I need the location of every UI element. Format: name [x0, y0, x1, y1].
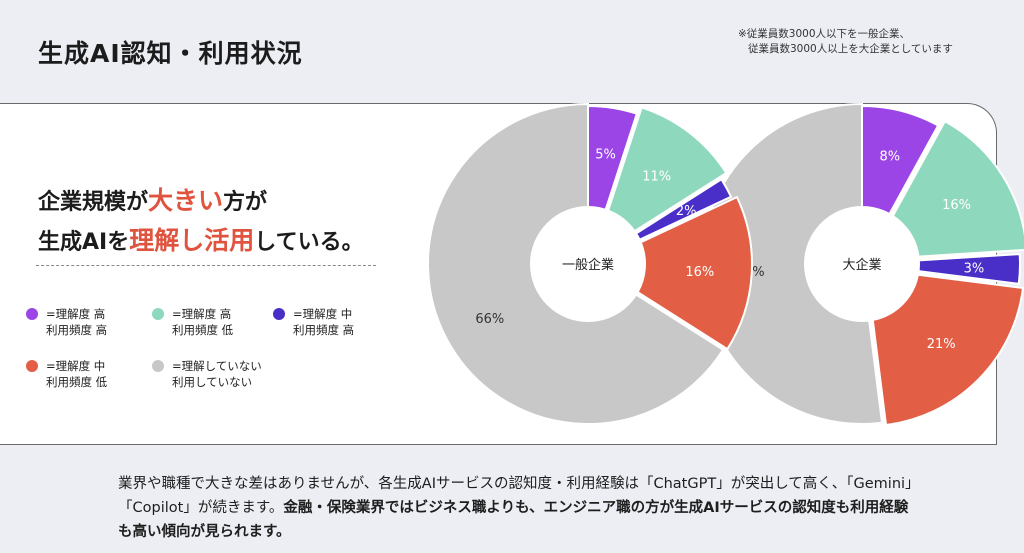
pie-label-mid-high: 2%: [676, 204, 697, 219]
footnote-line-1: ※従業員数3000人以下を一般企業、: [738, 28, 911, 40]
headline-text: 生成AIを: [38, 230, 130, 255]
headline: 企業規模が大きい方が 生成AIを理解し活用している。: [38, 182, 364, 262]
pie-slice-high-low: [591, 106, 728, 261]
pie-hole: [530, 206, 646, 322]
headline-text: 方が: [223, 190, 268, 215]
pie-label-high-high: 5%: [595, 147, 616, 162]
pie-center-label: 一般企業: [562, 257, 614, 273]
legend-swatch: [273, 308, 285, 320]
pie-label-mid-low: 16%: [685, 265, 714, 280]
legend-item-mid-high: =理解度 中 利用頻度 高: [273, 306, 354, 338]
summary-normal: 業界や職種で大きな差はありませんが、各生成AIサービスの認知度・利用経験は「Ch…: [118, 476, 913, 516]
legend-label: =理解していない 利用していない: [172, 359, 262, 389]
legend-item-high-low: =理解度 高 利用頻度 低: [152, 306, 233, 338]
pie-chart-general: 5% 11% 2% 16% 66% 一般企業: [427, 102, 753, 425]
pie-label-none: 66%: [475, 312, 504, 327]
pie-label-mid-low: 21%: [927, 337, 956, 352]
headline-line-2: 生成AIを理解し活用している。: [38, 222, 364, 262]
pie-hole: [804, 206, 920, 322]
headline-line-1: 企業規模が大きい方が: [38, 182, 364, 222]
legend-item-mid-low: =理解度 中 利用頻度 低: [26, 358, 107, 390]
legend-item-none: =理解していない 利用していない: [152, 358, 262, 390]
legend-label: =理解度 高 利用頻度 高: [46, 307, 108, 337]
legend-label: =理解度 中 利用頻度 低: [46, 359, 108, 389]
summary-text: 業界や職種で大きな差はありませんが、各生成AIサービスの認知度・利用経験は「Ch…: [118, 472, 918, 544]
legend-label: =理解度 高 利用頻度 低: [172, 307, 234, 337]
legend-item-high-high: =理解度 高 利用頻度 高: [26, 306, 107, 338]
headline-accent: 大きい: [148, 186, 224, 215]
pie-slice-mid-low: [591, 195, 753, 351]
pie-slice-mid-low: [865, 267, 1024, 427]
pie-label-mid-high: 3%: [964, 262, 985, 277]
headline-text: 企業規模が: [38, 190, 149, 215]
pie-slice-mid-high: [861, 253, 1021, 285]
divider: [36, 265, 376, 266]
page-title: 生成AI認知・利用状況: [38, 39, 303, 68]
legend-swatch: [152, 360, 164, 372]
footnote: ※従業員数3000人以下を一般企業、 従業員数3000人以上を大企業としています: [738, 27, 953, 57]
legend-swatch: [26, 360, 38, 372]
legend-label: =理解度 中 利用頻度 高: [293, 307, 355, 337]
pie-label-high-low: 16%: [942, 198, 971, 213]
headline-accent: 活用: [204, 226, 255, 255]
pie-chart-large: 8%16%3%21%52%大企業: [700, 102, 1024, 427]
pie-slice-high-low: [867, 119, 1024, 261]
legend-swatch: [26, 308, 38, 320]
pie-label-high-low: 11%: [642, 170, 671, 185]
summary-bold: 金融・保険業界ではビジネス職よりも、エンジニア職の方が生成AIサービスの認知度も…: [118, 500, 909, 540]
headline-text: している。: [254, 230, 364, 255]
pie-center-label: 大企業: [842, 257, 881, 273]
footnote-line-2: 従業員数3000人以上を大企業としています: [748, 43, 953, 55]
pie-label-high-high: 8%: [880, 150, 901, 165]
legend-swatch: [152, 308, 164, 320]
headline-accent: 理解し: [129, 226, 205, 255]
